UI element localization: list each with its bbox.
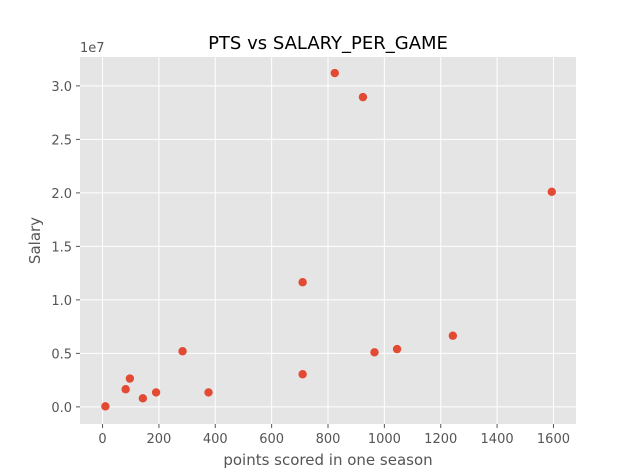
y-tick-label: 1.5 bbox=[51, 240, 72, 255]
y-axis-ticks: 0.0 0.5 1.0 1.5 2.0 2.5 3.0 bbox=[51, 80, 80, 416]
data-point bbox=[121, 385, 130, 394]
data-point bbox=[298, 370, 307, 379]
y-tick-label: 2.5 bbox=[51, 133, 72, 148]
y-tick-label: 3.0 bbox=[51, 80, 72, 95]
data-point bbox=[330, 68, 339, 78]
data-point bbox=[298, 278, 307, 287]
data-point bbox=[370, 348, 379, 357]
data-points bbox=[101, 68, 556, 411]
y-axis-label: Salary bbox=[26, 217, 44, 264]
x-tick-label: 1200 bbox=[424, 432, 457, 447]
x-tick-label: 600 bbox=[259, 432, 284, 447]
data-point bbox=[204, 388, 213, 397]
x-tick-label: 1000 bbox=[368, 432, 401, 447]
x-tick-label: 0 bbox=[98, 432, 106, 447]
y-tick-label: 0.0 bbox=[51, 401, 72, 416]
data-point bbox=[178, 347, 187, 356]
data-point bbox=[358, 92, 368, 102]
y-tick-label: 1.0 bbox=[51, 294, 72, 309]
x-tick-label: 1400 bbox=[481, 432, 514, 447]
data-point bbox=[151, 388, 161, 397]
x-tick-label: 400 bbox=[203, 432, 228, 447]
data-point bbox=[138, 394, 148, 403]
x-axis-ticks: 0 200 400 600 800 1000 1200 1400 1600 bbox=[98, 424, 570, 447]
y-axis-offset-label: 1e7 bbox=[80, 41, 105, 56]
chart-title: PTS vs SALARY_PER_GAME bbox=[208, 33, 448, 54]
data-point bbox=[101, 402, 110, 411]
x-tick-label: 1600 bbox=[537, 432, 570, 447]
x-tick-label: 200 bbox=[146, 432, 171, 447]
data-point bbox=[125, 374, 135, 383]
data-point bbox=[392, 344, 402, 354]
data-point bbox=[547, 187, 556, 197]
x-tick-label: 800 bbox=[316, 432, 341, 447]
x-axis-label: points scored in one season bbox=[223, 451, 432, 469]
data-point bbox=[448, 331, 458, 340]
grid-lines bbox=[80, 57, 576, 424]
y-tick-label: 2.0 bbox=[51, 187, 72, 202]
y-tick-label: 0.5 bbox=[51, 347, 72, 362]
